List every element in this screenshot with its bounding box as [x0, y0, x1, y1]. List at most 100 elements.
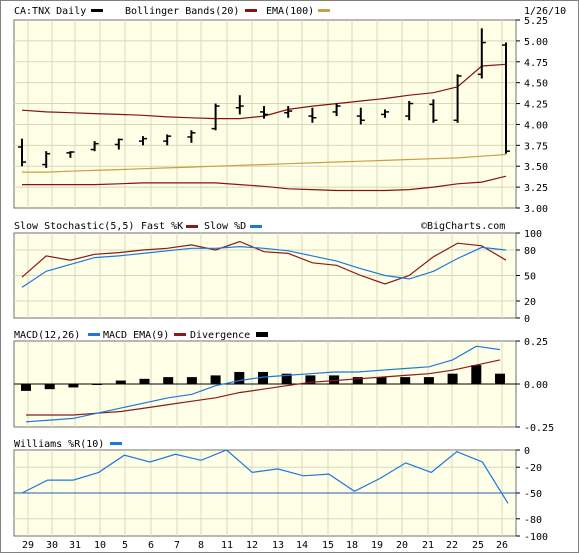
- stochastic-ytick-label: 50: [524, 272, 536, 283]
- williams-ytick-label: -80: [524, 515, 542, 526]
- price-ytick-label: 4.75: [524, 58, 548, 69]
- x-tick-label: 20: [396, 540, 408, 551]
- divergence-bar: [92, 384, 103, 385]
- x-tick-label: 18: [346, 540, 358, 551]
- price-ytick-label: 4.00: [524, 120, 548, 131]
- macd-panel: 0.25 0.00 -0.25 MACD(12,26) MACD EMA(9) Di…: [13, 330, 554, 434]
- divergence-bar: [44, 384, 55, 390]
- price-ytick-label: 3.75: [524, 141, 548, 152]
- price-ytick-label: 5.00: [524, 37, 548, 48]
- chart-date: 1/26/10: [524, 6, 566, 17]
- divergence-bar: [352, 377, 363, 384]
- divergence-bar: [305, 375, 316, 384]
- divergence-bar: [329, 375, 340, 384]
- divergence-bar: [281, 373, 292, 384]
- slow-d-legend-label: Slow %D: [204, 221, 246, 232]
- stochastic-plot-group: 100 80 50 20 0: [13, 229, 542, 325]
- x-tick-label: 10: [94, 540, 106, 551]
- x-tick-label: 31: [69, 540, 81, 551]
- ema-line: [22, 153, 507, 173]
- symbol-title: CA:TNX Daily: [14, 6, 86, 17]
- divergence-bar: [163, 377, 174, 384]
- divergence-bar: [21, 384, 31, 391]
- fast-k-line: [21, 240, 507, 285]
- x-tick-label: 30: [46, 540, 58, 551]
- macd-legend-swatch: [88, 333, 100, 336]
- macd-plot-group: 0.25 0.00 -0.25: [13, 337, 554, 434]
- x-axis: 29 30 31 10 5 6 7 8 11 12 13 14 15 18 19 20 21 22 25 26: [22, 540, 508, 551]
- watermark: ©BigCharts.com: [421, 221, 505, 232]
- divergence-bar: [471, 365, 482, 384]
- stochastic-ytick-label: 80: [524, 246, 536, 257]
- williams-line: [21, 449, 509, 504]
- x-tick-label: 5: [122, 540, 128, 551]
- ema-legend-swatch: [318, 9, 330, 12]
- divergence-bar: [400, 377, 411, 384]
- divergence-legend-swatch: [256, 332, 268, 337]
- x-tick-label: 21: [422, 540, 434, 551]
- x-tick-label: 14: [296, 540, 308, 551]
- bollinger-lower-line: [22, 175, 507, 192]
- x-tick-label: 12: [246, 540, 258, 551]
- x-tick-label: 29: [22, 540, 34, 551]
- bollinger-legend-label: Bollinger Bands(20): [125, 6, 239, 17]
- slow-d-line: [21, 245, 507, 288]
- x-tick-label: 22: [446, 540, 458, 551]
- slow-d-legend-swatch: [250, 225, 262, 228]
- williams-ytick-label: -100: [524, 532, 548, 543]
- fast-k-legend-label: Fast %K: [141, 221, 183, 232]
- macd-line: [25, 345, 501, 423]
- price-bar-legend-swatch: [91, 9, 103, 12]
- williams-ytick-label: 0: [524, 446, 530, 457]
- price-ytick-label: 4.50: [524, 79, 548, 90]
- x-tick-label: 13: [272, 540, 284, 551]
- x-tick-label: 19: [371, 540, 383, 551]
- divergence-legend-label: Divergence: [190, 330, 250, 341]
- price-ytick-label: 4.25: [524, 100, 548, 111]
- divergence-bar: [495, 373, 505, 384]
- divergence-bar: [447, 373, 458, 384]
- x-tick-label: 7: [174, 540, 180, 551]
- stochastic-ytick-label: 0: [524, 314, 530, 325]
- macd-ema-legend-label: MACD EMA(9): [103, 330, 169, 341]
- macd-title: MACD(12,26): [14, 330, 80, 341]
- divergence-bar: [210, 375, 221, 384]
- x-tick-label: 8: [198, 540, 204, 551]
- price-ytick-label: 5.25: [524, 16, 548, 27]
- price-ytick-label: 3.25: [524, 183, 548, 194]
- divergence-bar: [186, 377, 197, 384]
- williams-legend-swatch: [110, 442, 122, 445]
- macd-ytick-label: -0.25: [524, 423, 554, 434]
- x-tick-label: 25: [472, 540, 484, 551]
- x-tick-label: 26: [496, 540, 508, 551]
- divergence-bar: [258, 371, 268, 384]
- bollinger-legend-swatch: [245, 9, 257, 12]
- stochastic-ytick-label: 100: [524, 229, 542, 240]
- divergence-bar: [115, 380, 126, 384]
- macd-ytick-label: 0.25: [524, 337, 548, 348]
- fast-k-legend-swatch: [186, 225, 198, 228]
- macd-ema-line: [26, 359, 501, 416]
- ema-legend-label: EMA(100): [266, 6, 314, 17]
- williams-plot-group: 0 -20 -50 -80 -100: [13, 446, 548, 543]
- price-ytick-label: 3.00: [524, 204, 548, 215]
- divergence-bar: [376, 377, 387, 384]
- x-tick-label: 11: [221, 540, 233, 551]
- x-tick-label: 6: [148, 540, 154, 551]
- divergence-bar: [139, 378, 150, 384]
- x-tick-label: 15: [322, 540, 334, 551]
- price-panel: 5.25 5.00 4.75 4.50 4.25 4.00 3.75 3.50 3.25 3.00: [13, 16, 548, 215]
- williams-ytick-label: -50: [524, 489, 542, 500]
- williams-panel: 0 -20 -50 -80 -100 Williams %R(10): [13, 439, 548, 543]
- divergence-bar: [234, 371, 245, 384]
- divergence-bar: [423, 377, 434, 384]
- stochastic-title: Slow Stochastic(5,5): [14, 221, 134, 232]
- stochastic-ytick-label: 20: [524, 297, 536, 308]
- williams-title: Williams %R(10): [14, 439, 104, 450]
- williams-ytick-label: -20: [524, 463, 542, 474]
- macd-ema-legend-swatch: [174, 333, 186, 336]
- divergence-bar: [68, 384, 79, 388]
- macd-ytick-label: 0.00: [524, 380, 548, 391]
